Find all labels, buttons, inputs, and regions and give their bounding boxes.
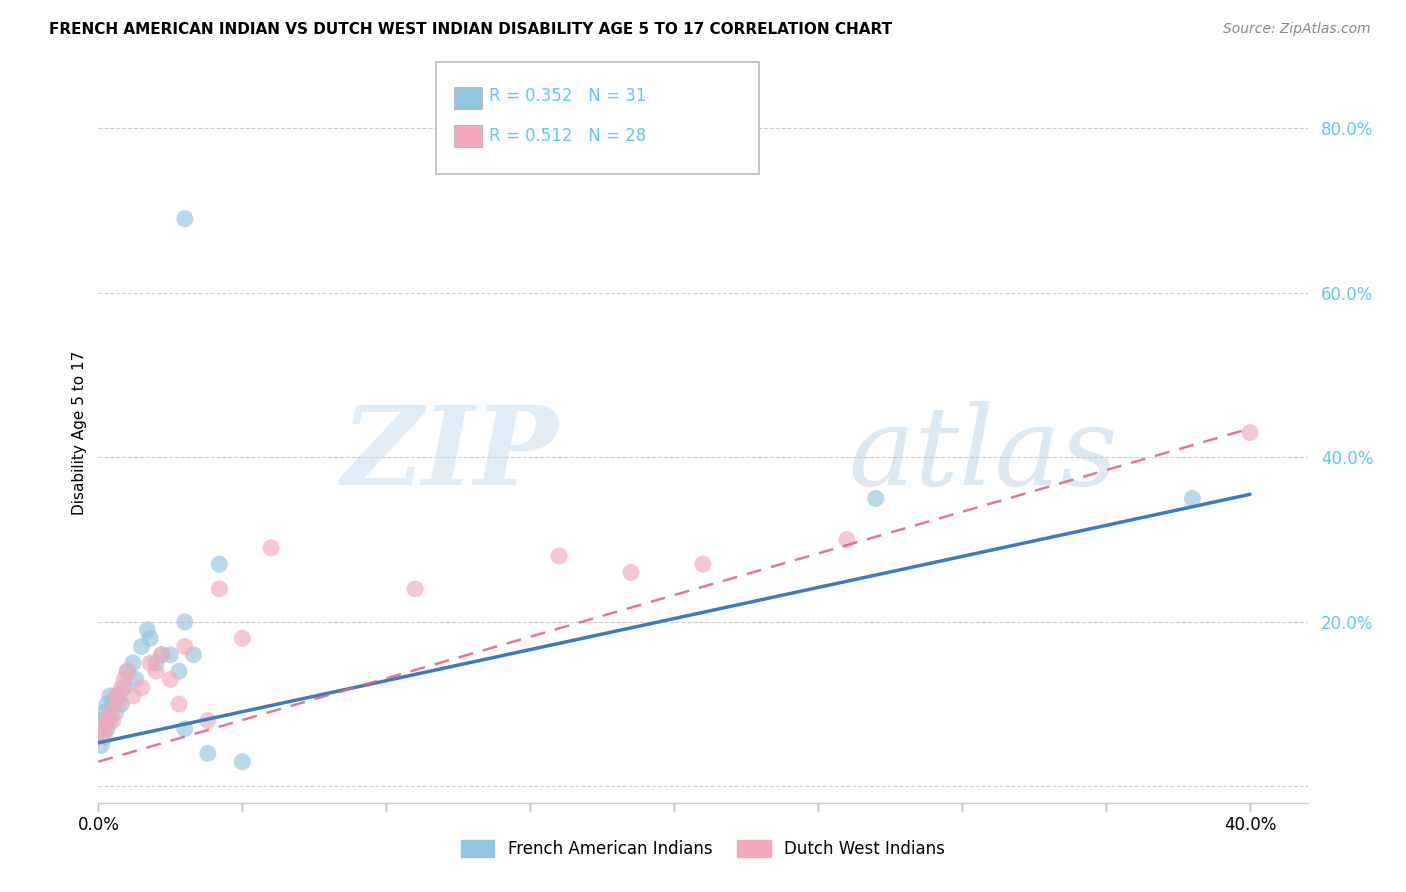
Point	[865, 491, 887, 506]
Text: ZIP: ZIP	[342, 401, 558, 508]
Point	[404, 582, 426, 596]
Point	[159, 673, 181, 687]
Point	[173, 211, 195, 226]
Point	[167, 697, 190, 711]
Point	[122, 689, 145, 703]
Text: atlas: atlas	[848, 401, 1118, 508]
Point	[112, 673, 135, 687]
Point	[173, 640, 195, 654]
Point	[150, 648, 173, 662]
Point	[104, 689, 127, 703]
Point	[183, 648, 205, 662]
Point	[101, 714, 124, 728]
Point	[145, 664, 167, 678]
Point	[112, 681, 135, 695]
Y-axis label: Disability Age 5 to 17: Disability Age 5 to 17	[72, 351, 87, 515]
Point	[93, 722, 115, 736]
Point	[208, 558, 231, 572]
Point	[173, 615, 195, 629]
Point	[136, 623, 159, 637]
Text: Source: ZipAtlas.com: Source: ZipAtlas.com	[1223, 22, 1371, 37]
Point	[131, 640, 153, 654]
Point	[96, 722, 118, 736]
Point	[131, 681, 153, 695]
Point	[101, 697, 124, 711]
Point	[93, 730, 115, 744]
Point	[620, 566, 643, 580]
Point	[115, 664, 138, 678]
Point	[231, 632, 253, 646]
Point	[145, 656, 167, 670]
Point	[93, 706, 115, 720]
Text: R = 0.352   N = 31: R = 0.352 N = 31	[489, 87, 647, 105]
Point	[107, 697, 129, 711]
Point	[1181, 491, 1204, 506]
Point	[159, 648, 181, 662]
Point	[548, 549, 571, 563]
Point	[197, 747, 219, 761]
Point	[115, 664, 138, 678]
Point	[110, 681, 132, 695]
Point	[260, 541, 283, 555]
Point	[139, 632, 162, 646]
Point	[98, 714, 121, 728]
Point	[107, 689, 129, 703]
Point	[90, 714, 112, 728]
Point	[835, 533, 858, 547]
Point	[90, 730, 112, 744]
Point	[110, 697, 132, 711]
Point	[167, 664, 190, 678]
Point	[692, 558, 714, 572]
Point	[231, 755, 253, 769]
Point	[104, 706, 127, 720]
Point	[98, 689, 121, 703]
Point	[139, 656, 162, 670]
Point	[1239, 425, 1261, 440]
Point	[122, 656, 145, 670]
Text: R = 0.512   N = 28: R = 0.512 N = 28	[489, 127, 647, 145]
Point	[208, 582, 231, 596]
Point	[96, 714, 118, 728]
Point	[150, 648, 173, 662]
Point	[98, 706, 121, 720]
Point	[96, 697, 118, 711]
Point	[197, 714, 219, 728]
Point	[90, 738, 112, 752]
Legend: French American Indians, Dutch West Indians: French American Indians, Dutch West Indi…	[454, 833, 952, 865]
Point	[173, 722, 195, 736]
Point	[125, 673, 148, 687]
Text: FRENCH AMERICAN INDIAN VS DUTCH WEST INDIAN DISABILITY AGE 5 TO 17 CORRELATION C: FRENCH AMERICAN INDIAN VS DUTCH WEST IND…	[49, 22, 893, 37]
